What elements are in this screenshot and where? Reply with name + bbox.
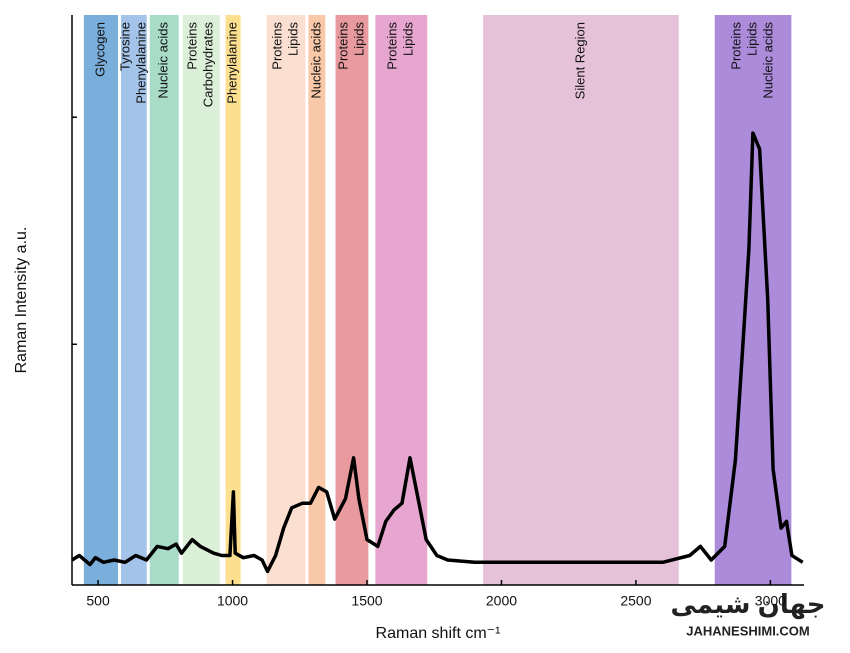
region-label: Silent Region: [572, 22, 587, 99]
x-tick-label: 1000: [217, 593, 248, 609]
region-label: Lipids: [744, 22, 759, 56]
x-tick-label: 500: [86, 593, 110, 609]
region-label: Lipids: [285, 22, 300, 56]
region: [149, 15, 179, 585]
region: [335, 15, 369, 585]
region-label: Lipids: [401, 22, 416, 56]
region: [120, 15, 147, 585]
x-tick-label: 2500: [620, 593, 651, 609]
region-label: Nucleic acids: [760, 22, 775, 99]
spectrum-line: [71, 131, 804, 574]
region: [83, 15, 118, 585]
region-label: Glycogen: [92, 22, 107, 77]
region-label: Proteins: [269, 22, 284, 70]
region-label: Phenylalanine: [225, 22, 240, 104]
region-label: Proteins: [185, 22, 200, 70]
region-label: Nucleic acids: [308, 22, 323, 99]
region-label: Phenylalanine: [133, 22, 148, 104]
x-tick-label: 2000: [486, 593, 517, 609]
region-label: Proteins: [335, 22, 350, 70]
y-axis-title: Raman Intensity a.u.: [13, 227, 30, 374]
region: [375, 15, 428, 585]
region-label: Proteins: [385, 22, 400, 70]
x-tick-label: 3000: [755, 593, 786, 609]
watermark-name: جهان شیمی: [671, 589, 826, 620]
region: [182, 15, 220, 585]
region-label: Tyrosine: [117, 22, 132, 71]
region-label: Lipids: [351, 22, 366, 56]
region: [308, 15, 326, 585]
region-label: Proteins: [728, 22, 743, 70]
x-axis-title: Raman shift cm⁻¹: [376, 625, 501, 642]
watermark-site: JAHANESHIMI.COM: [686, 623, 810, 638]
region-label: Nucleic acids: [156, 22, 171, 99]
x-tick-label: 1500: [351, 593, 382, 609]
region-label: Carbohydrates: [201, 22, 216, 108]
region: [225, 15, 241, 585]
region: [483, 15, 679, 585]
region: [714, 15, 792, 585]
region: [266, 15, 306, 585]
